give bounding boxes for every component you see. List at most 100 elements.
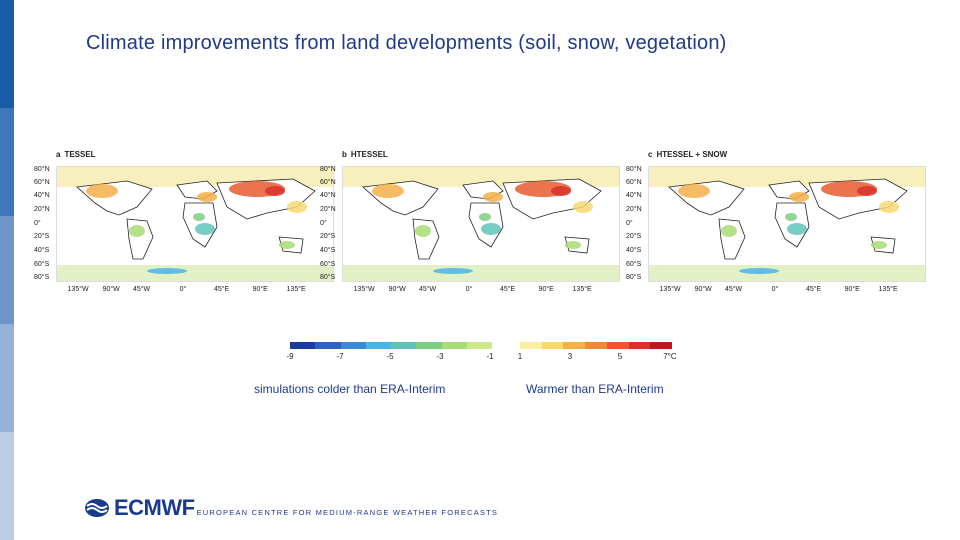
longitude-axis: 135°W 90°W 45°W 0° 45°E 90°E 135°E [648,286,924,296]
side-bar-segment [0,324,14,432]
latitude-tick-label: 40°N [626,192,642,199]
map-area [342,166,620,282]
latitude-tick-label: 0° [34,220,41,227]
latitude-axis: 80°N 60°N 40°N 20°N 0° 20°S 40°S 60°S 80°S [34,166,58,281]
cold-anomaly-patch [433,268,473,274]
longitude-tick-label: 0° [179,286,187,293]
warm-anomaly-patch [483,192,503,202]
colorbar-cell [541,342,564,349]
world-map-icon [649,167,925,281]
cold-anomaly-patch [721,225,737,237]
cold-anomaly-patch [195,223,215,235]
warm-anomaly-patch [789,192,809,202]
antarctic-band [343,265,619,281]
warm-anomaly-patch [86,184,118,198]
longitude-tick-label: 45°W [724,286,743,293]
warm-anomaly-patch [573,201,593,213]
ecmwf-logo: ECMWF EUROPEAN CENTRE FOR MEDIUM-RANGE W… [84,495,499,520]
colorbar-tick-label: 5 [617,352,623,361]
longitude-tick-label: 45°W [418,286,437,293]
longitude-tick-label: 90°W [102,286,120,293]
colorbar-cell [563,342,586,349]
latitude-tick-label: 80°N [626,166,642,173]
latitude-tick-label: 60°S [34,261,50,268]
longitude-tick-label: 135°W [659,286,681,293]
cold-anomaly-patch [479,213,491,221]
continent-shape [412,218,440,260]
colorbar-warm-ticks: 1 3 5 7°C [518,352,682,362]
colorbar-cell [466,342,492,349]
legend-cold-text: simulations colder than ERA-Interim [254,382,446,396]
latitude-tick-label: 20°S [626,233,642,240]
continent-shape [126,218,154,260]
panel-label: b HTESSEL [342,150,388,159]
latitude-tick-label: 60°S [626,261,642,268]
longitude-tick-label: 45°E [213,286,230,293]
ecmwf-emblem-icon [85,499,109,517]
colorbar-cell [520,342,542,349]
continent-shape [668,180,745,216]
warm-anomaly-patch [265,186,285,196]
colorbar-cell [628,342,651,349]
legend-warm-text: Warmer than ERA-Interim [526,382,664,396]
warm-anomaly-patch [551,186,571,196]
panel-label: a TESSEL [56,150,96,159]
colorbar-tick-label: -9 [286,352,294,361]
longitude-tick-label: 45°W [132,286,151,293]
longitude-axis: 135°W 90°W 45°W 0° 45°E 90°E 135°E [56,286,332,296]
colorbar-cell [365,342,391,349]
cold-anomaly-patch [415,225,431,237]
latitude-tick-label: 80°N [320,166,336,173]
latitude-tick-label: 80°N [34,166,50,173]
latitude-tick-label: 20°S [320,233,336,240]
world-map-icon [57,167,333,281]
colorbar-tick-label: -5 [386,352,394,361]
latitude-tick-label: 60°N [626,179,642,186]
warm-anomaly-patch [372,184,404,198]
longitude-tick-label: 135°E [878,286,898,293]
colorbar-cell [290,342,316,349]
latitude-tick-label: 80°S [626,274,642,281]
longitude-axis: 135°W 90°W 45°W 0° 45°E 90°E 135°E [342,286,618,296]
longitude-tick-label: 0° [465,286,473,293]
latitude-tick-label: 0° [320,220,327,227]
longitude-tick-label: 90°E [538,286,554,293]
latitude-tick-label: 40°S [320,247,336,254]
latitude-tick-label: 40°S [626,247,642,254]
longitude-tick-label: 90°W [388,286,406,293]
logo-subtitle: EUROPEAN CENTRE FOR MEDIUM-RANGE WEATHER… [196,507,499,517]
continent-shape [718,218,746,260]
page-title: Climate improvements from land developme… [86,32,727,54]
colorbar-cold [290,342,492,349]
colorbar-cold-ticks: -9 -7 -5 -3 -1 [286,352,493,362]
colorbar-cell [340,342,366,349]
map-panel: b HTESSEL 80°N 60°N 40°N 20°N 0° 20°S 40°S 60°S 80… [320,150,620,300]
longitude-tick-label: 45°E [805,286,822,293]
continent-shape [76,180,153,216]
panel-letter: a [56,150,61,159]
warm-anomaly-patch [678,184,710,198]
side-bar-segment [0,216,14,324]
cold-anomaly-patch [787,223,807,235]
longitude-tick-label: 135°E [572,286,592,293]
side-bar-segment [0,0,14,108]
latitude-tick-label: 20°S [34,233,50,240]
cold-anomaly-patch [565,241,581,249]
colorbar-cell [416,342,442,349]
map-area [56,166,334,282]
colorbar-cell [585,342,607,349]
longitude-tick-label: 45°E [499,286,516,293]
cold-anomaly-patch [481,223,501,235]
colorbar-cell [391,342,417,349]
warm-anomaly-patch [197,192,217,202]
cold-anomaly-patch [129,225,145,237]
cold-anomaly-patch [739,268,779,274]
colorbar-warm [520,342,673,349]
longitude-tick-label: 135°E [286,286,306,293]
map-panel: a TESSEL 80°N 60°N 40°N 20°N 0° 20°S 40°S 60°S 80°… [34,150,334,300]
warm-anomaly-patch [287,201,307,213]
antarctic-band [57,265,333,281]
latitude-tick-label: 80°S [320,274,336,281]
panel-letter: b [342,150,347,159]
panel-name: HTESSEL [350,150,388,159]
